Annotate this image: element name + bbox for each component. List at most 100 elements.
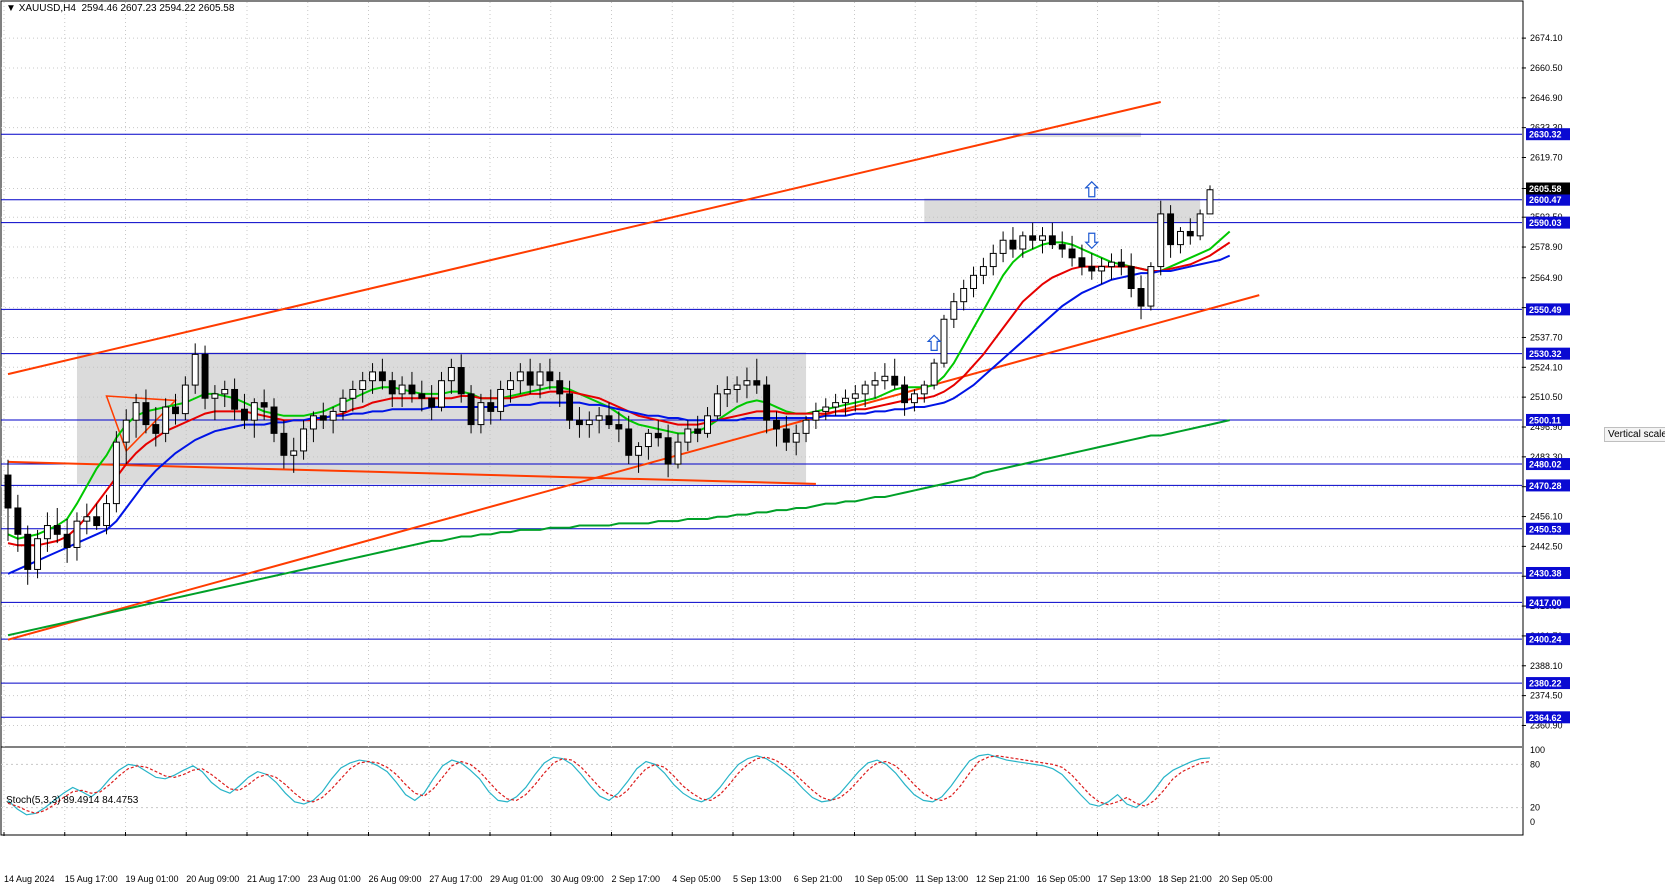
- candle: [684, 420, 692, 451]
- candle-body: [152, 424, 160, 434]
- candle: [605, 402, 613, 429]
- arrow-down-icon: [1084, 232, 1100, 250]
- candle-body: [1098, 266, 1106, 272]
- candle: [1058, 231, 1066, 258]
- candle: [1147, 262, 1155, 311]
- candle: [644, 428, 652, 460]
- candle: [467, 385, 475, 434]
- candle-body: [53, 525, 61, 535]
- stoch-tick-label: 80: [1530, 759, 1540, 769]
- candle-body: [960, 288, 968, 303]
- candle: [172, 393, 179, 425]
- triangle-pattern: [105, 395, 178, 453]
- candle-body: [132, 402, 140, 421]
- candle: [1048, 222, 1056, 250]
- candle: [822, 398, 830, 421]
- candle: [881, 363, 889, 390]
- chart-header: ▼ XAUUSD,H4 2594.46 2607.23 2594.22 2605…: [6, 3, 234, 14]
- x-tick-label: 5 Sep 13:00: [733, 874, 782, 884]
- y-tick-label: 2674.10: [1530, 33, 1563, 43]
- y-tick-label: 2510.50: [1530, 392, 1563, 402]
- candle-body: [349, 388, 357, 399]
- candle-body: [14, 507, 22, 535]
- candle: [1127, 253, 1135, 298]
- price-zone: [924, 198, 1201, 223]
- candle-body: [556, 380, 564, 395]
- candle-body: [1157, 213, 1165, 268]
- candle-body: [1048, 235, 1056, 246]
- candle-body: [1206, 189, 1214, 215]
- level-badge-bg: [1526, 522, 1570, 535]
- arrow-up-icon: [926, 334, 942, 351]
- y-tick-label: 2524.10: [1530, 362, 1563, 372]
- candle-body: [516, 371, 524, 382]
- candle: [34, 529, 42, 579]
- candle-body: [851, 393, 859, 399]
- horizontal-levels[interactable]: [1, 133, 1522, 718]
- candle: [1068, 235, 1076, 267]
- y-tick-label: 2537.70: [1530, 332, 1563, 342]
- level-badge-text: 2450.53: [1529, 524, 1562, 534]
- candle: [447, 358, 455, 394]
- trend-channel[interactable]: [7, 101, 1260, 641]
- sma_mid-line: [7, 241, 1231, 547]
- candle: [812, 402, 820, 429]
- candle: [1196, 209, 1204, 241]
- dropdown-triangle-icon[interactable]: ▼: [6, 3, 16, 14]
- candle: [851, 385, 859, 412]
- candle-body: [999, 239, 1007, 254]
- candle: [842, 389, 849, 416]
- candle-body: [743, 380, 751, 386]
- candlesticks: [4, 185, 1214, 585]
- y-tick-label: 2496.90: [1530, 422, 1563, 432]
- candle-body: [507, 380, 514, 390]
- candle-body: [83, 516, 91, 522]
- candle-body: [172, 406, 179, 415]
- level-badge-text: 2380.22: [1529, 679, 1562, 689]
- price-axis[interactable]: 2674.10 2660.50 2646.90 2633.30 2619.70 2605.…: [1522, 33, 1563, 827]
- candle: [103, 494, 110, 535]
- candle: [753, 358, 761, 394]
- candle: [625, 415, 633, 465]
- candle: [4, 459, 12, 541]
- candle-body: [1186, 230, 1194, 237]
- candle: [211, 385, 219, 421]
- level-badge-text: 2470.28: [1529, 481, 1562, 491]
- candle-body: [1137, 288, 1145, 307]
- level-badge-bg: [1526, 128, 1570, 141]
- candle-body: [704, 415, 711, 434]
- x-tick-label: 16 Sep 05:00: [1037, 874, 1091, 884]
- x-tick-label: 20 Sep 05:00: [1219, 874, 1273, 884]
- candle: [359, 371, 367, 403]
- candle-body: [566, 393, 574, 421]
- y-tick-label: 2442.50: [1530, 541, 1563, 551]
- candle-body: [447, 367, 455, 382]
- stochastic-label: Stoch(5,3,3) 89.4914 84.4753: [6, 795, 139, 806]
- candle-body: [802, 419, 810, 434]
- x-tick-label: 19 Aug 01:00: [126, 874, 179, 884]
- candle: [457, 354, 465, 403]
- candle: [339, 389, 347, 421]
- candle: [1019, 231, 1027, 258]
- candle-body: [1196, 213, 1204, 237]
- candle: [221, 380, 229, 408]
- candle: [477, 393, 485, 434]
- candle: [83, 503, 91, 535]
- candle: [53, 507, 61, 544]
- arrow-up-icon: [1084, 180, 1100, 198]
- candle-body: [920, 384, 928, 395]
- candle: [231, 378, 239, 421]
- candle-body: [861, 384, 869, 395]
- candle-body: [723, 388, 731, 395]
- x-tick-label: 20 Aug 09:00: [186, 874, 239, 884]
- level-badge-bg: [1526, 193, 1570, 206]
- x-tick-label: 26 Aug 09:00: [369, 874, 422, 884]
- candle: [191, 343, 199, 394]
- candle: [575, 407, 583, 438]
- time-axis[interactable]: 14 Aug 2024 15 Aug 17:00 19 Aug 01:00 20 Au…: [3, 832, 1273, 884]
- candle: [497, 380, 505, 421]
- last-price-badge-text: 2605.58: [1529, 184, 1562, 194]
- candle: [73, 512, 81, 561]
- candle-body: [1088, 266, 1096, 272]
